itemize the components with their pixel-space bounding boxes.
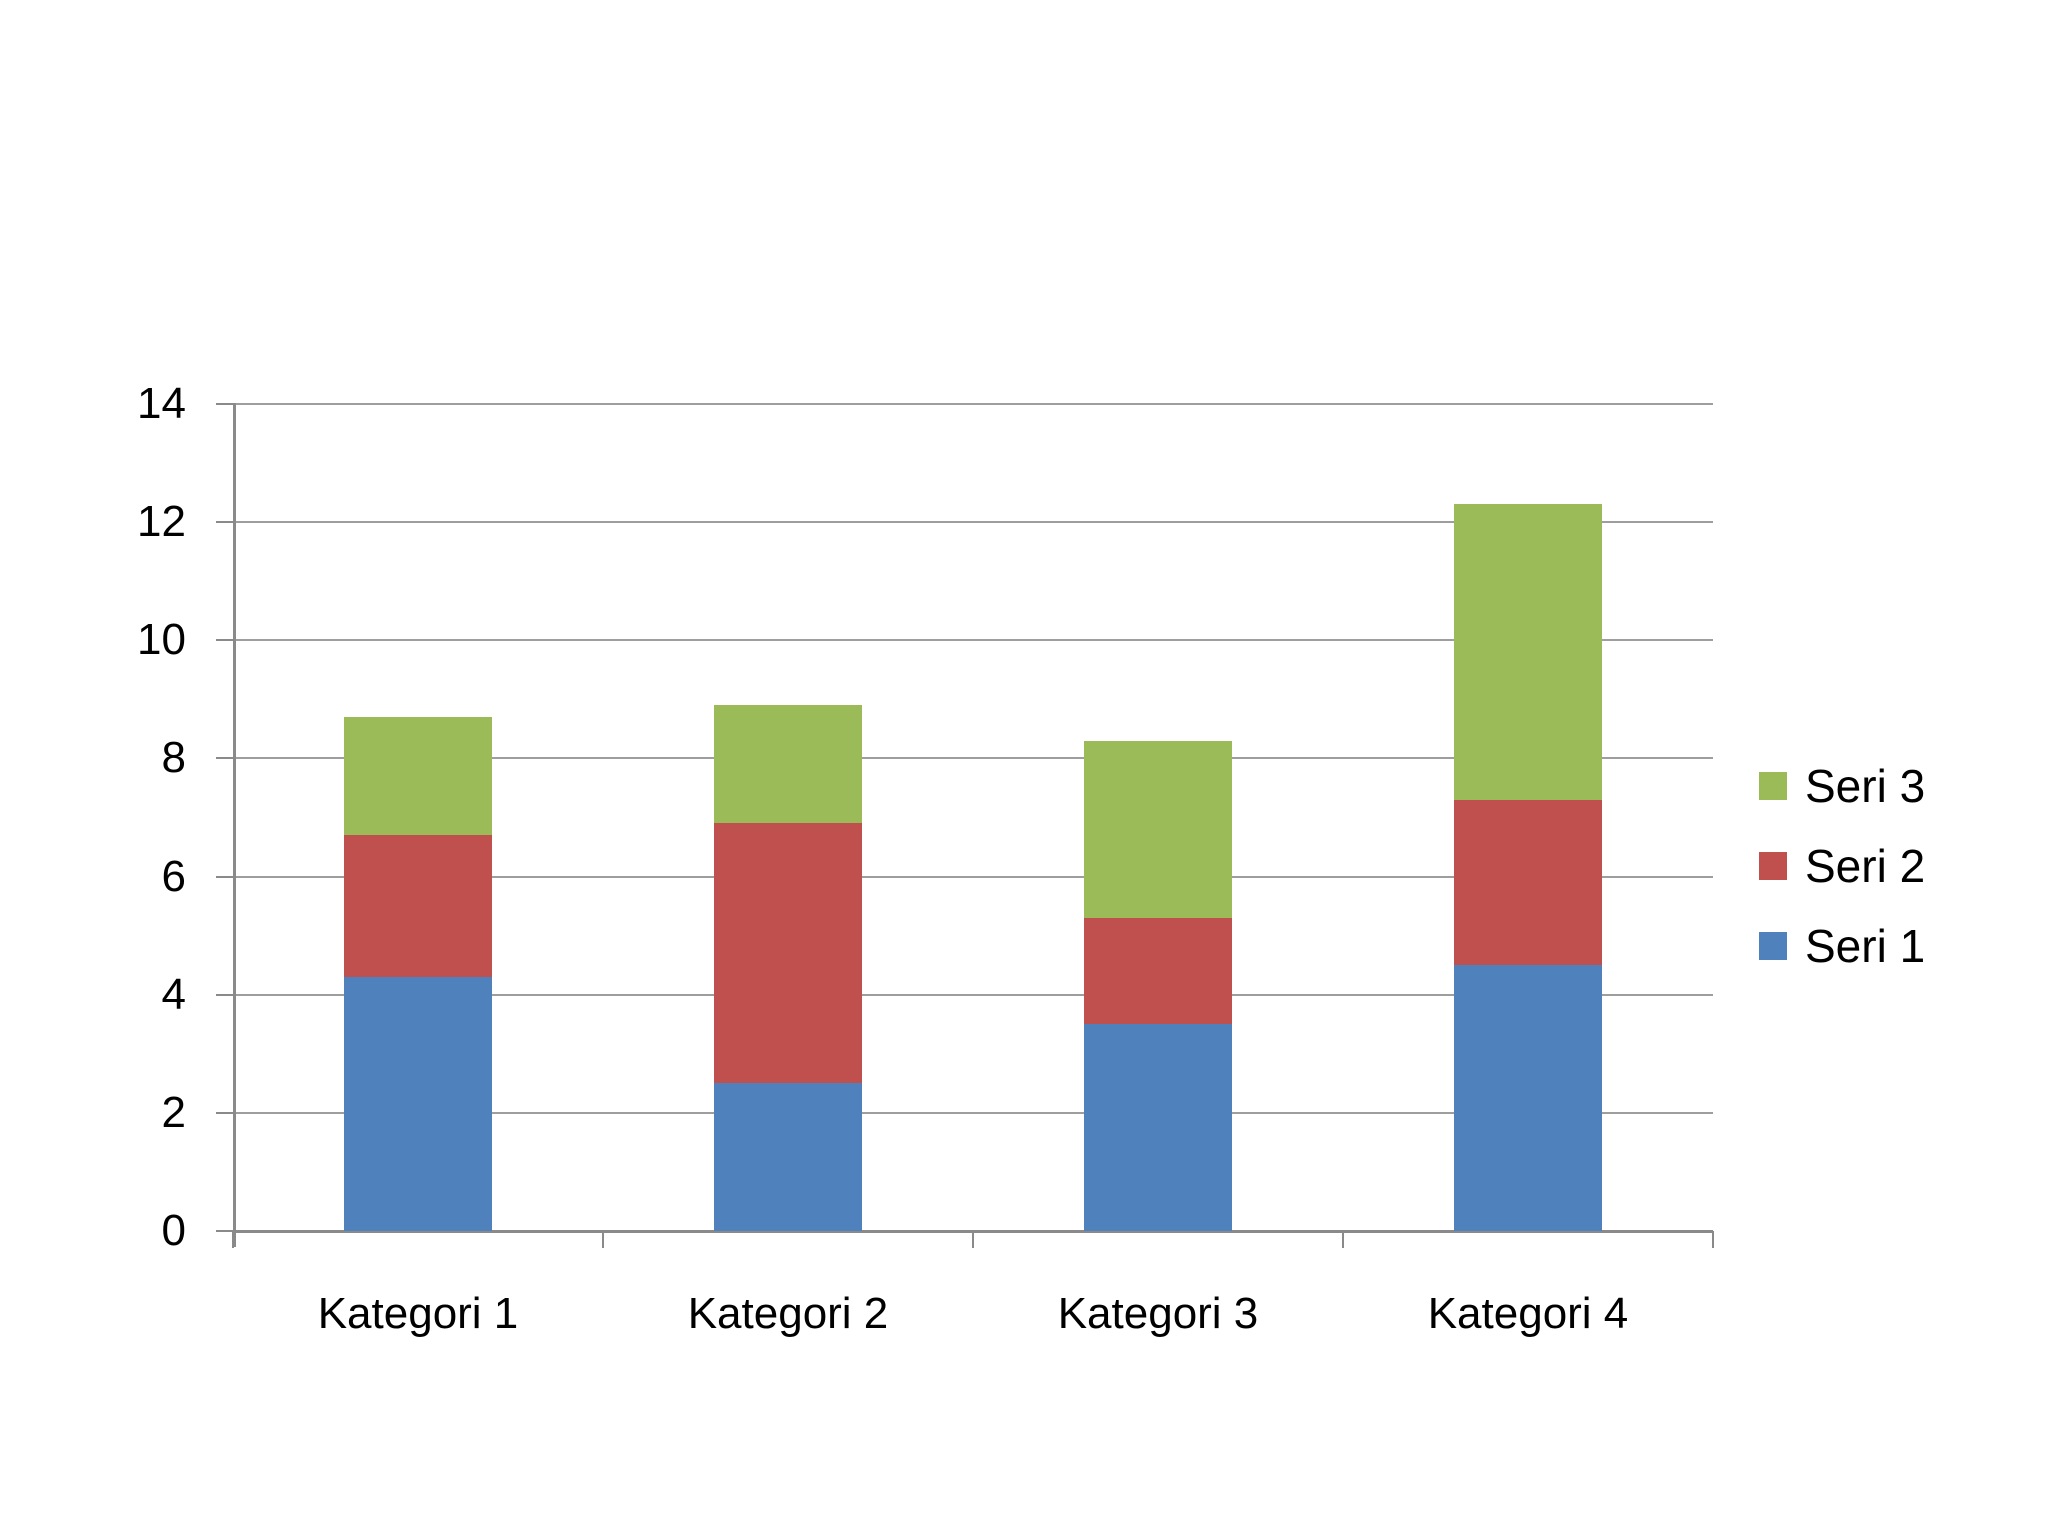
bar-segment-kategori-2-seri-3 [714,705,862,824]
x-tick-1 [602,1231,604,1248]
legend-label-seri-3: Seri 3 [1805,760,1926,812]
gridline-y-8 [233,757,1713,760]
x-tick-3 [1342,1231,1344,1248]
x-axis-label-2: Kategori 2 [687,1289,889,1338]
legend-label-seri-2: Seri 2 [1805,840,1926,892]
bar-segment-kategori-3-seri-3 [1084,740,1232,918]
legend-swatch-seri-2 [1759,852,1787,880]
bar-segment-kategori-1-seri-2 [344,835,492,977]
x-tick-0 [232,1231,234,1248]
y-axis-label-4: 4 [161,969,186,1019]
y-axis-label-0: 0 [161,1206,186,1255]
gridline-y-12 [233,521,1713,524]
y-tick-6 [216,875,233,878]
bar-segment-kategori-1-seri-3 [344,717,492,836]
y-axis-label-12: 12 [137,497,186,547]
x-axis-label-1: Kategori 1 [317,1289,519,1338]
legend-item-seri-1: Seri 1 [1759,918,1925,974]
x-axis-label-3: Kategori 3 [1057,1289,1259,1338]
gridline-y-2 [233,1111,1713,1114]
y-tick-2 [216,1111,233,1114]
y-axis-label-2: 2 [161,1087,186,1137]
y-axis-label-8: 8 [161,733,186,783]
y-tick-12 [216,521,233,524]
y-axis-label-14: 14 [137,379,186,429]
x-tick-2 [972,1231,974,1248]
x-axis-label-4: Kategori 4 [1427,1289,1629,1338]
y-tick-8 [216,757,233,760]
y-tick-4 [216,993,233,996]
legend-swatch-seri-1 [1759,932,1787,960]
y-tick-0 [216,1230,233,1232]
bar-segment-kategori-1-seri-1 [344,976,492,1231]
gridline-y-6 [233,875,1713,878]
bar-segment-kategori-2-seri-2 [714,823,862,1084]
bar-segment-kategori-3-seri-2 [1084,917,1232,1025]
y-axis-label-10: 10 [137,615,186,665]
y-axis-line [233,403,236,1247]
bar-segment-kategori-4-seri-3 [1454,504,1602,800]
x-tick-4 [1712,1231,1714,1248]
bar-segment-kategori-4-seri-2 [1454,799,1602,966]
gridline-y-14 [233,403,1713,406]
y-axis-label-6: 6 [161,851,186,901]
legend-item-seri-2: Seri 2 [1759,838,1925,894]
y-tick-14 [216,403,233,406]
legend-item-seri-3: Seri 3 [1759,758,1925,814]
y-tick-10 [216,639,233,642]
legend-swatch-seri-3 [1759,772,1787,800]
bar-segment-kategori-3-seri-1 [1084,1024,1232,1231]
gridline-y-4 [233,993,1713,996]
bar-segment-kategori-2-seri-1 [714,1083,862,1231]
gridline-y-10 [233,639,1713,642]
bar-segment-kategori-4-seri-1 [1454,965,1602,1231]
legend-label-seri-1: Seri 1 [1805,920,1926,972]
